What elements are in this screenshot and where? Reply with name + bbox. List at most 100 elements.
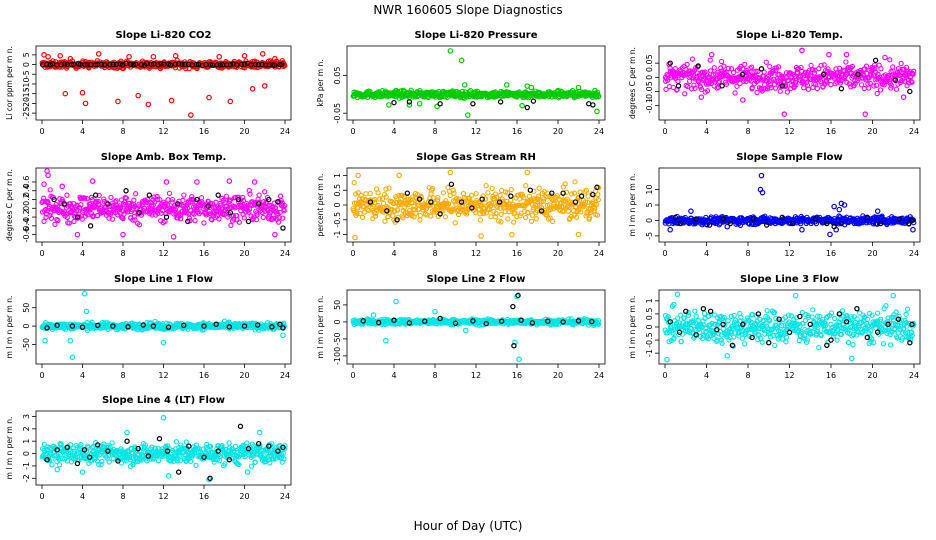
data-point — [595, 318, 602, 324]
x-tick-label: 16 — [826, 127, 836, 136]
reference-point — [483, 320, 489, 327]
y-tick-label: -20 — [22, 97, 31, 110]
reference-point — [864, 214, 871, 221]
reference-point — [437, 101, 443, 107]
x-tick-label: 8 — [432, 371, 437, 380]
reference-point — [136, 209, 142, 216]
data-point — [276, 215, 282, 221]
data-point — [155, 197, 161, 203]
data-point — [473, 191, 479, 197]
data-point — [737, 80, 743, 87]
data-point — [763, 78, 770, 84]
outlier-point — [120, 231, 126, 238]
data-point — [203, 212, 209, 218]
data-point — [227, 197, 234, 203]
data-point — [866, 85, 872, 91]
data-point — [82, 213, 88, 219]
reference-point — [74, 214, 81, 220]
data-point — [428, 213, 434, 219]
reference-point — [508, 193, 514, 199]
reference-point — [128, 61, 134, 67]
outlier-point — [67, 337, 74, 344]
data-point — [753, 321, 759, 327]
x-tick-label: 12 — [784, 127, 794, 136]
x-tick-label: 4 — [80, 127, 85, 136]
data-point — [486, 206, 492, 213]
data-point — [754, 89, 760, 96]
reference-point — [44, 61, 50, 67]
reference-point — [527, 187, 534, 193]
data-point — [498, 219, 504, 225]
x-tick-label: 16 — [512, 371, 522, 380]
data-point — [230, 212, 237, 219]
data-point — [671, 335, 677, 341]
y-tick-label: -1 — [645, 349, 654, 357]
data-point — [588, 207, 594, 214]
data-point — [82, 195, 88, 201]
reference-point — [758, 66, 765, 72]
data-point — [230, 216, 237, 222]
data-point — [721, 63, 727, 69]
data-point — [281, 202, 288, 209]
outlier-point — [667, 226, 673, 233]
outlier-point — [594, 108, 600, 115]
reference-point — [235, 196, 242, 203]
data-point — [785, 312, 792, 318]
outlier-point — [575, 84, 582, 91]
outlier-point — [280, 332, 286, 339]
reference-point — [84, 62, 91, 68]
y-tick-label: -50 — [22, 338, 31, 351]
data-point — [585, 193, 591, 199]
x-tick-label: 12 — [158, 371, 168, 380]
outlier-point — [145, 101, 152, 108]
data-point — [355, 190, 361, 196]
panel-title: Slope Li-820 Temp. — [736, 30, 843, 41]
outlier-point — [827, 231, 833, 238]
reference-point — [375, 319, 382, 326]
reference-point — [207, 62, 214, 68]
data-points — [39, 51, 288, 118]
data-point — [761, 69, 767, 75]
outlier-point — [382, 337, 389, 344]
y-axis-label: m l m n per m n. — [628, 174, 637, 237]
data-point — [79, 216, 85, 222]
data-point — [209, 217, 215, 223]
data-point — [499, 196, 505, 202]
data-point — [538, 198, 544, 205]
outlier-point — [79, 89, 86, 96]
y-axis-label: m l m n per m n. — [316, 296, 325, 359]
data-point — [692, 85, 698, 91]
reference-point — [779, 214, 785, 221]
x-tick-label: 16 — [512, 127, 522, 136]
data-point — [120, 208, 126, 214]
reference-point — [234, 62, 240, 68]
outlier-point — [115, 98, 121, 105]
data-point — [228, 222, 234, 229]
reference-point — [138, 62, 144, 68]
data-point — [508, 186, 514, 193]
outlier-point — [458, 57, 465, 64]
x-tick-label: 8 — [120, 127, 125, 136]
data-point — [759, 86, 765, 92]
data-point — [667, 65, 673, 71]
y-tick-label: 10 — [645, 184, 654, 194]
outlier-point — [249, 86, 256, 92]
x-tick-label: 24 — [280, 371, 290, 380]
x-tick-label: 4 — [704, 371, 709, 380]
data-point — [596, 93, 602, 99]
y-tick-label: 0.2 — [22, 193, 31, 206]
data-point — [594, 201, 600, 207]
data-point — [75, 207, 81, 214]
data-point — [564, 196, 570, 202]
data-point — [734, 83, 740, 89]
reference-point — [384, 208, 390, 214]
x-tick-label: 4 — [391, 127, 396, 136]
y-tick-label: 0 — [22, 324, 31, 329]
outlier-point — [478, 233, 484, 239]
outlier-point — [464, 112, 471, 118]
data-point — [825, 66, 831, 72]
outlier-point — [89, 178, 96, 184]
data-point — [582, 199, 589, 205]
reference-point — [277, 321, 283, 327]
outlier-point — [461, 82, 468, 88]
